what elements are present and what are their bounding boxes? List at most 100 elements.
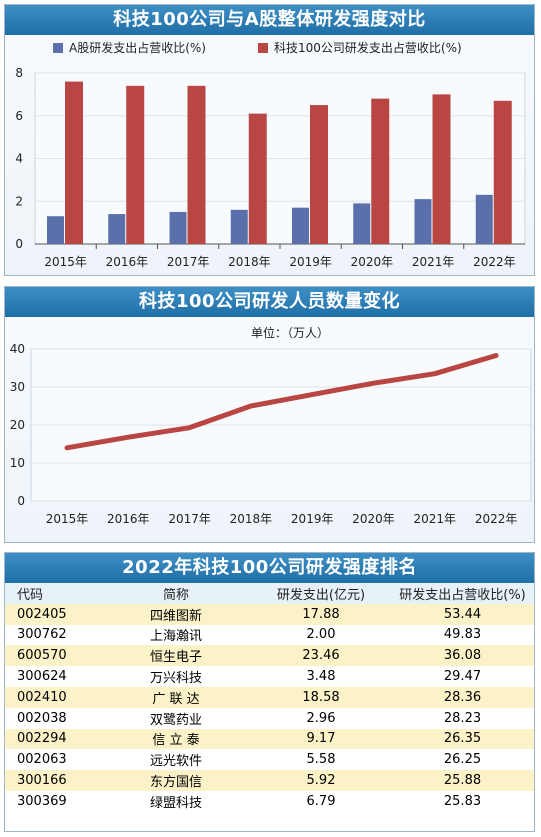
cell-name: 恒生电子 <box>101 645 251 667</box>
cell-code: 002038 <box>5 707 101 729</box>
bar-series0-6 <box>414 199 432 244</box>
cell-ratio: 49.83 <box>391 624 534 646</box>
cell-name: 绿盟科技 <box>101 790 251 812</box>
cell-ratio: 25.83 <box>391 790 534 812</box>
cell-name: 四维图新 <box>101 603 251 625</box>
cell-name: 双鹭药业 <box>101 707 251 729</box>
cell-name: 东方国信 <box>101 770 251 791</box>
y-tick-label: 2 <box>15 194 23 208</box>
legend-swatch-0 <box>53 43 63 53</box>
panel3-title: 2022年科技100公司研发强度排名 <box>5 553 534 583</box>
y-tick-label: 8 <box>15 66 23 80</box>
y-tick-label: 0 <box>17 494 25 508</box>
cell-spend: 2.00 <box>251 624 391 646</box>
y-tick-label: 10 <box>10 456 25 470</box>
bar-series0-3 <box>230 209 248 244</box>
cell-ratio: 53.44 <box>391 603 534 625</box>
series-line <box>64 352 499 451</box>
bar-series0-5 <box>353 203 371 244</box>
cell-ratio: 28.36 <box>391 686 534 708</box>
bar-series1-5 <box>371 98 390 245</box>
cell-ratio: 26.35 <box>391 728 534 750</box>
panel2-title: 科技100公司研发人员数量变化 <box>5 287 534 317</box>
x-tick-label: 2015年 <box>44 255 87 269</box>
bar-series1-3 <box>248 113 267 244</box>
cell-ratio: 36.08 <box>391 645 534 667</box>
header-code: 代码 <box>5 583 101 604</box>
table-row: 300762 上海瀚讯 2.00 49.83 <box>5 624 534 646</box>
bar-series1-1 <box>126 85 145 244</box>
bar-series0-1 <box>108 214 126 244</box>
rd-staff-panel: 科技100公司研发人员数量变化 单位：（万人） 0 10 20 30 40 2015年 201… <box>4 286 535 543</box>
bar-series1-0 <box>65 81 83 244</box>
bar-series0-4 <box>292 207 309 244</box>
rd-intensity-bar-chart: A股研发支出占营收比(%) 科技100公司研发支出占营收比(%) 0 2 4 6 8 2015… <box>15 40 526 269</box>
panel1-title: 科技100公司与A股整体研发强度对比 <box>5 5 534 35</box>
cell-code: 300762 <box>5 624 101 646</box>
legend-label-0: A股研发支出占营收比(%) <box>69 40 206 55</box>
x-tick-label: 2022年 <box>473 255 516 269</box>
unit-label: 单位：（万人） <box>251 325 329 340</box>
cell-name: 信 立 泰 <box>101 728 251 750</box>
header-ratio: 研发支出占营收比(%) <box>391 583 534 604</box>
table-row: 300369 绿盟科技 6.79 25.83 <box>5 790 534 812</box>
table-row: 002294 信 立 泰 9.17 26.35 <box>5 728 534 750</box>
cell-spend: 2.96 <box>251 707 391 729</box>
x-tick-label: 2019年 <box>291 512 334 526</box>
cell-code: 300369 <box>5 790 101 812</box>
cell-name: 万兴科技 <box>101 666 251 687</box>
cell-spend: 5.92 <box>251 770 391 791</box>
cell-ratio: 29.47 <box>391 666 534 687</box>
table-row: 300166 东方国信 5.92 25.88 <box>5 770 534 791</box>
cell-code: 002410 <box>5 686 101 708</box>
y-tick-label: 4 <box>15 152 23 166</box>
cell-ratio: 28.23 <box>391 707 534 729</box>
cell-spend: 5.58 <box>251 749 391 771</box>
cell-code: 300166 <box>5 770 101 791</box>
rd-ranking-panel: 2022年科技100公司研发强度排名 代码 简称 研发支出(亿元) 研发支出占营… <box>4 552 535 832</box>
header-spend: 研发支出(亿元) <box>251 583 391 604</box>
cell-name: 远光软件 <box>101 749 251 771</box>
cell-ratio: 25.88 <box>391 770 534 791</box>
legend-label-1: 科技100公司研发支出占营收比(%) <box>274 40 462 55</box>
cell-spend: 3.48 <box>251 666 391 687</box>
bar-series1-7 <box>493 100 512 244</box>
table-header-row: 代码 简称 研发支出(亿元) 研发支出占营收比(%) <box>5 583 534 604</box>
cell-code: 300624 <box>5 666 101 687</box>
cell-spend: 23.46 <box>251 645 391 667</box>
bar-series0-2 <box>169 211 187 244</box>
x-tick-label: 2016年 <box>107 512 150 526</box>
bar-series0-0 <box>47 216 64 244</box>
x-tick-label: 2017年 <box>167 255 210 269</box>
cell-code: 002294 <box>5 728 101 750</box>
cell-spend: 17.88 <box>251 603 391 625</box>
cell-ratio: 26.25 <box>391 749 534 771</box>
x-tick-label: 2018年 <box>228 255 271 269</box>
header-name: 简称 <box>101 583 251 604</box>
x-tick-label: 2018年 <box>230 512 273 526</box>
cell-code: 002405 <box>5 603 101 625</box>
rd-intensity-comparison-panel: 科技100公司与A股整体研发强度对比 A股研发支出占营收比(%) 科技100公司研… <box>4 4 535 276</box>
y-tick-label: 20 <box>10 418 25 432</box>
bar-series1-4 <box>310 105 328 244</box>
table-row: 002405 四维图新 17.88 53.44 <box>5 603 534 625</box>
x-tick-label: 2022年 <box>475 512 518 526</box>
y-tick-label: 30 <box>10 380 25 394</box>
cell-spend: 18.58 <box>251 686 391 708</box>
rd-staff-line-chart: 单位：（万人） 0 10 20 30 40 2015年 2016年 2017年 2018年 2019… <box>10 325 532 526</box>
table-row: 002038 双鹭药业 2.96 28.23 <box>5 707 534 729</box>
y-tick-label: 0 <box>15 237 23 251</box>
cell-spend: 9.17 <box>251 728 391 750</box>
x-tick-label: 2020年 <box>351 255 394 269</box>
x-tick-label: 2016年 <box>106 255 149 269</box>
ranking-table: 代码 简称 研发支出(亿元) 研发支出占营收比(%) 002405 四维图新 17.… <box>5 583 534 812</box>
table-row: 600570 恒生电子 23.46 36.08 <box>5 645 534 667</box>
legend-swatch-1 <box>258 43 268 53</box>
cell-code: 002063 <box>5 749 101 771</box>
bar-series1-2 <box>187 85 206 244</box>
x-tick-label: 2015年 <box>46 512 89 526</box>
y-tick-label: 6 <box>15 109 23 123</box>
x-tick-label: 2021年 <box>414 512 457 526</box>
x-tick-label: 2017年 <box>168 512 211 526</box>
bar-series0-7 <box>475 194 493 244</box>
